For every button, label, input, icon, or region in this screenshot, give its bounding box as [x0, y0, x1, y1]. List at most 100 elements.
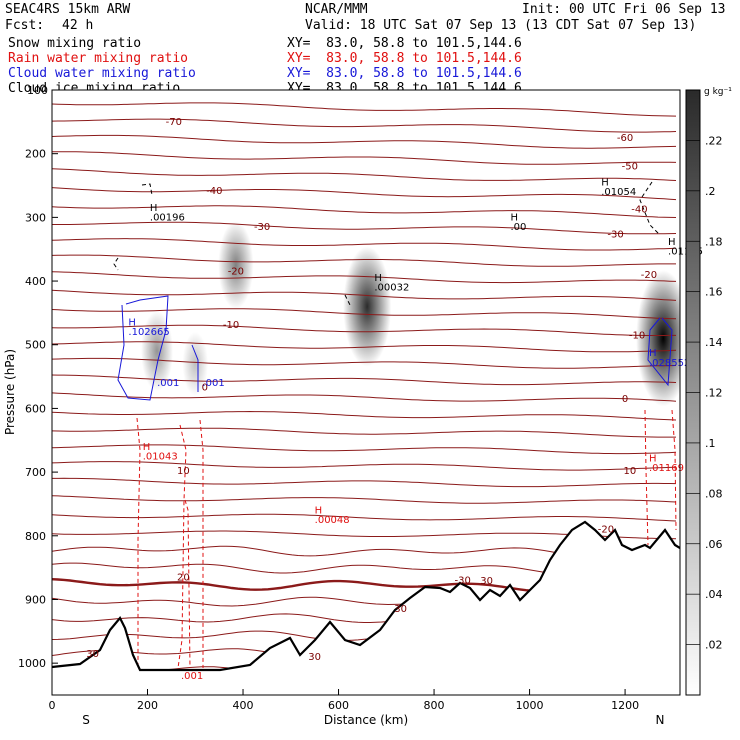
isotherm-label: -20	[598, 525, 614, 536]
isotherm-line	[52, 357, 677, 369]
isotherm-label: -60	[617, 133, 633, 144]
maximum-label: .01043	[143, 451, 178, 462]
y-tick-label: 500	[25, 339, 46, 352]
snow-cell-4	[182, 331, 209, 396]
y-tick-label: 900	[25, 593, 46, 606]
isotherm-line	[52, 427, 676, 438]
maximum-label: .00032	[374, 283, 409, 294]
ice-contour	[344, 294, 351, 306]
maximum-label: H	[649, 348, 657, 359]
colorbar-tick-label: .22	[705, 134, 723, 147]
isotherm-label: -10	[223, 320, 239, 331]
field-snow-name: Snow mixing ratio	[8, 36, 142, 51]
rain-contour	[177, 424, 187, 669]
isotherm-label: -40	[631, 204, 647, 215]
maximum-label: .00	[510, 222, 526, 233]
x-tick-label: 0	[49, 699, 56, 712]
snow-cell-1	[218, 221, 254, 310]
maximum-label: H	[374, 273, 382, 284]
isotherm-label: -10	[629, 330, 645, 341]
field-rain-name: Rain water mixing ratio	[8, 51, 189, 66]
isotherm-line	[52, 461, 677, 471]
forecast-label: Fcst:	[5, 18, 45, 33]
init-time: Init: 00 UTC Fri 06 Sep 13	[522, 2, 726, 17]
colorbar-tick-label: .18	[705, 235, 723, 248]
rain-contour	[199, 419, 204, 668]
field-rain-xy: XY= 83.0, 58.8 to 101.5,144.6	[287, 51, 522, 66]
colorbar-tick-label: .1	[705, 437, 716, 450]
isotherm-label: -20	[641, 270, 657, 281]
maximum-label: .00048	[315, 515, 350, 526]
isotherm-line	[52, 495, 677, 504]
isotherm-line	[52, 102, 677, 117]
plot-frame	[51, 89, 681, 696]
isotherm-line	[52, 221, 677, 235]
x-tick-label: 1200	[611, 699, 639, 712]
x-tick-label: 800	[424, 699, 445, 712]
isotherm-label: 10	[177, 466, 190, 477]
maximum-label: .102665	[128, 327, 169, 338]
cloud-water-contour	[647, 317, 673, 387]
maximum-label: .001	[157, 378, 179, 389]
isotherm-line	[52, 187, 677, 201]
isotherm-label: 0	[622, 394, 628, 405]
rain-contour	[184, 499, 191, 669]
isotherm-label: -40	[206, 186, 222, 197]
field-cloudwater-name: Cloud water mixing ratio	[8, 66, 196, 81]
rain-contour	[136, 417, 141, 670]
y-tick-label: 600	[25, 402, 46, 415]
maximum-label: .01054	[601, 187, 636, 198]
colorbar-tick-label: .06	[705, 538, 723, 551]
organization: NCAR/MMM	[305, 2, 368, 17]
isotherm-label: -30	[607, 230, 623, 241]
isotherm-line	[52, 289, 677, 301]
colorbar-tick-label: .2	[705, 185, 716, 198]
y-tick-label: 400	[25, 275, 46, 288]
colorbar-unit: g kg⁻¹	[704, 87, 732, 97]
isotherm-line	[52, 392, 677, 402]
maximum-label: H	[510, 213, 518, 224]
isotherm-line	[52, 341, 677, 353]
maximum-label: .01169	[649, 463, 684, 474]
colorbar-tick-label: .16	[705, 286, 723, 299]
isotherm-label: 30	[480, 576, 493, 587]
isotherm-line	[52, 134, 677, 149]
isotherm-line	[52, 324, 676, 336]
south-end-label: S	[82, 713, 90, 727]
isotherm-line	[52, 118, 677, 133]
model-name: SEAC4RS 15km ARW	[5, 2, 131, 17]
cloud-water-contour	[191, 344, 199, 392]
maximum-label: H	[315, 506, 323, 517]
isotherm-label: 20	[177, 572, 190, 583]
isotherm-label: 0	[202, 383, 208, 394]
isotherm-label: 30	[308, 652, 321, 663]
isotherm-line	[52, 308, 677, 320]
maximum-label: H	[150, 203, 158, 214]
x-axis-label: Distance (km)	[324, 713, 408, 727]
isotherm-label: 10	[623, 466, 636, 477]
valid-time: Valid: 18 UTC Sat 07 Sep 13 (13 CDT Sat …	[305, 18, 697, 33]
isotherm-label: 30	[86, 649, 99, 660]
isotherm-line	[52, 477, 677, 488]
isotherm-line	[52, 254, 676, 267]
isotherm-line	[52, 513, 677, 522]
isotherm-label: -20	[228, 267, 244, 278]
snow-cell-0	[141, 311, 174, 392]
y-tick-label: 700	[25, 466, 46, 479]
colorbar-tick-label: .08	[705, 487, 723, 500]
colorbar-tick-label: .12	[705, 387, 723, 400]
terrain-fill	[52, 522, 680, 695]
north-end-label: N	[656, 713, 665, 727]
isotherm-label: -30	[254, 222, 270, 233]
ice-contour	[113, 257, 119, 271]
isotherm-line	[52, 238, 677, 251]
field-cloudwater-xy: XY= 83.0, 58.8 to 101.5,144.6	[287, 66, 522, 81]
y-tick-label: 1000	[18, 657, 46, 670]
colorbar-tick-label: .04	[705, 588, 723, 601]
maximum-label: .001	[202, 378, 224, 389]
isotherm-line	[52, 205, 677, 218]
isotherm-line	[52, 271, 677, 284]
maximum-label: H	[143, 442, 151, 453]
field-snow-xy: XY= 83.0, 58.8 to 101.5,144.6	[287, 36, 522, 51]
